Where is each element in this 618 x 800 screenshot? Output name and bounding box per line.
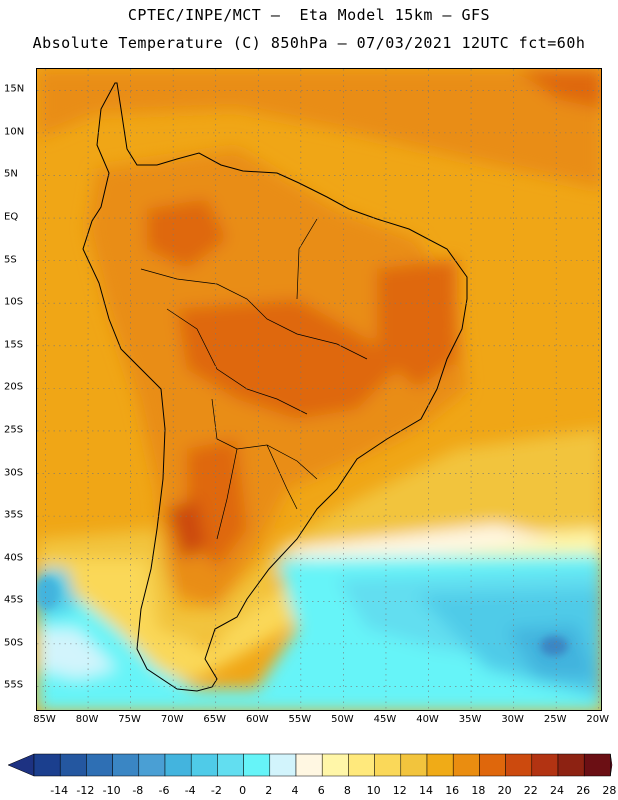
cold-core-south-atlantic [540, 636, 568, 656]
colorbar-swatch [243, 753, 271, 777]
colorbar-tick-label: 28 [602, 784, 617, 797]
longitude-label: 65W [203, 714, 227, 725]
longitude-label: 30W [501, 714, 524, 725]
colorbar-tick-label: 16 [445, 784, 460, 797]
longitude-label: 75W [118, 714, 141, 725]
colorbar-tick-label: 6 [317, 784, 325, 797]
title-line-1: CPTEC/INPE/MCT – Eta Model 15km – GFS [127, 6, 491, 24]
colorbar-swatch [217, 753, 244, 777]
colorbar-tick-label: 22 [523, 784, 538, 797]
country-borders [140, 218, 368, 540]
colorbar-under-arrow [7, 753, 35, 777]
longitude-label: 50W [331, 714, 354, 725]
longitude-label: 70W [160, 714, 184, 725]
latitude-label: 10S [4, 296, 24, 308]
colorbar-swatch [505, 753, 533, 777]
cold-cores [37, 577, 568, 656]
colorbar-swatch [321, 753, 349, 777]
colorbar-swatch [190, 753, 218, 777]
latitude-label: 45S [4, 594, 24, 606]
colorbar-swatch [269, 753, 297, 777]
title-line-2: Absolute Temperature (C) 850hPa – 07/03/… [32, 34, 586, 52]
colorbar-tick-label: 14 [419, 784, 433, 797]
latitude-label: 5N [4, 168, 18, 180]
cold-core-southwest [37, 577, 59, 609]
colorbar-tick-label: -10 [102, 784, 121, 797]
colorbar-swatch [531, 753, 559, 777]
longitude-label: 55W [288, 714, 312, 725]
colorbar-tick-label: 24 [550, 784, 564, 797]
colorbar-tick-label: 8 [343, 784, 351, 797]
colorbar-tick-label: -12 [76, 784, 95, 797]
latitude-label: 35S [4, 509, 24, 521]
colorbar-swatch [583, 753, 611, 777]
latitude-label: 55S [4, 679, 24, 691]
colorbar-swatch [138, 753, 166, 777]
colorbar-tick-label: -8 [132, 784, 144, 797]
colorbar-swatch [557, 753, 585, 777]
longitude-label: 45W [373, 714, 397, 725]
longitude-label: 85W [33, 714, 56, 725]
graticule [37, 69, 601, 710]
longitude-label: 60W [245, 714, 269, 725]
colorbar-swatch [112, 753, 140, 777]
colorbar-tick-label: 0 [239, 784, 247, 797]
latitude-label: 30S [4, 467, 24, 479]
latitude-label: 5S [4, 254, 17, 266]
latitude-label: EQ [4, 211, 19, 223]
colorbar-tick-label: 4 [291, 784, 299, 797]
latitude-label: 25S [4, 424, 24, 436]
colorbar-tick-label: 18 [471, 784, 486, 797]
colorbar-swatch [452, 753, 480, 777]
coastline [82, 82, 468, 692]
colorbar-swatch [426, 753, 454, 777]
temperature-field [37, 69, 601, 710]
colorbar [7, 753, 613, 777]
colorbar-tick-label: 26 [576, 784, 591, 797]
latitude-label: 15S [4, 339, 24, 351]
colorbar-swatch [348, 753, 375, 777]
colorbar-over-arrow [610, 753, 613, 777]
colorbar-swatch [164, 753, 192, 777]
colorbar-tick-label: -2 [210, 784, 222, 797]
colorbar-tick-label: 10 [366, 784, 381, 797]
colorbar-swatch [374, 753, 402, 777]
latitude-label: 15N [4, 83, 25, 95]
longitude-label: 35W [458, 714, 482, 725]
colorbar-tick-label: -4 [184, 784, 196, 797]
colorbar-tick-label: 20 [497, 784, 512, 797]
colorbar-tick-label: 12 [392, 784, 407, 797]
colorbar-tick-label: 2 [265, 784, 273, 797]
longitude-label: 40W [416, 714, 439, 725]
colorbar-swatch [479, 753, 506, 777]
colorbar-swatch [295, 753, 323, 777]
latitude-label: 10N [4, 126, 25, 138]
colorbar-tick-label: -14 [50, 784, 69, 797]
temperature-map [36, 68, 602, 711]
latitude-label: 20S [4, 381, 24, 393]
latitude-label: 50S [4, 637, 24, 649]
colorbar-tick-label: -6 [158, 784, 170, 797]
colorbar-swatch [400, 753, 428, 777]
longitude-label: 20W [586, 714, 610, 725]
latitude-label: 40S [4, 552, 24, 564]
colorbar-swatch [33, 753, 61, 777]
colorbar-swatch [59, 753, 87, 777]
colorbar-swatch [86, 753, 113, 777]
longitude-label: 25W [543, 714, 567, 725]
longitude-label: 80W [75, 714, 99, 725]
